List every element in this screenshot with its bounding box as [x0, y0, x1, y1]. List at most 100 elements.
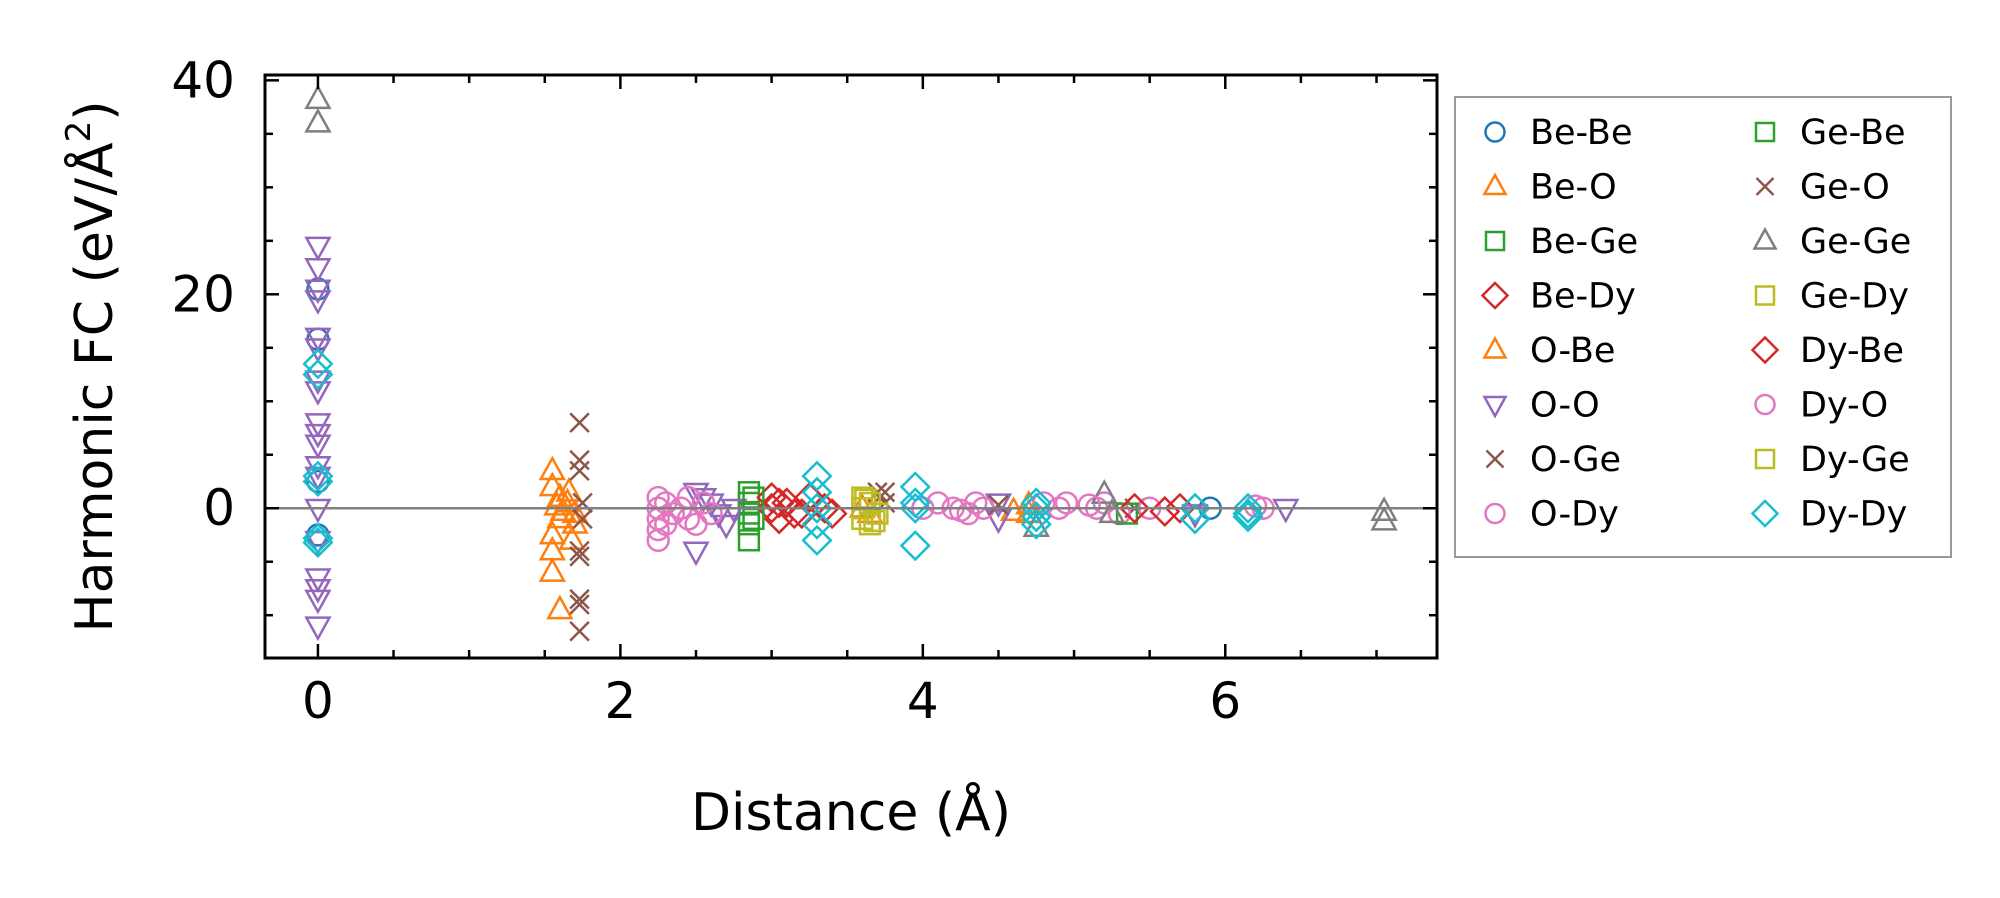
- data-point: [1054, 491, 1079, 515]
- data-point: [801, 508, 833, 540]
- data-point: [302, 465, 334, 498]
- legend-marker: [1484, 121, 1506, 143]
- legend-label: O-Be: [1530, 331, 1615, 371]
- data-point: [569, 594, 590, 615]
- legend-marker: [1754, 393, 1776, 416]
- data-point: [699, 501, 723, 526]
- data-point: [646, 517, 670, 542]
- data-point: [302, 348, 334, 380]
- data-point: [304, 434, 332, 460]
- legend-label: Ge-Ge: [1800, 222, 1911, 262]
- legend-label: Dy-O: [1800, 386, 1888, 426]
- data-point: [538, 519, 566, 545]
- data-point: [984, 509, 1013, 535]
- y-axis-label-sup: 2: [59, 121, 99, 143]
- data-point: [763, 487, 795, 519]
- data-point: [899, 487, 931, 519]
- data-point: [569, 546, 590, 567]
- plot-frame: [263, 73, 1439, 660]
- data-point: [304, 589, 332, 615]
- data-point: [899, 492, 931, 524]
- series-dy-dy: [302, 348, 1264, 562]
- legend-label: Dy-Be: [1800, 331, 1904, 371]
- legend-marker: [1484, 502, 1506, 525]
- legend-marker: [1482, 395, 1508, 419]
- data-point: [801, 460, 833, 492]
- data-point: [1149, 495, 1181, 527]
- legend-marker: [1482, 172, 1508, 196]
- y-axis-label: Harmonic FC (eV/Å2): [59, 100, 125, 632]
- data-point: [572, 508, 593, 530]
- series-dy-ge: [854, 488, 886, 533]
- data-point: [1232, 492, 1264, 524]
- data-point: [569, 460, 590, 482]
- x-axis-label: Distance (Å): [691, 781, 1011, 843]
- data-point: [654, 512, 678, 536]
- legend-marker: [1754, 121, 1776, 143]
- data-point: [304, 530, 332, 556]
- data-point: [569, 449, 590, 471]
- data-point: [1119, 492, 1151, 524]
- legend-label: Be-Dy: [1530, 277, 1636, 317]
- legend-marker: [1754, 448, 1776, 470]
- legend-marker: [1484, 230, 1506, 252]
- data-point: [304, 290, 332, 315]
- data-point: [682, 541, 710, 567]
- legend-marker: [1752, 226, 1778, 250]
- data-point: [1090, 479, 1118, 504]
- axis-ticks: [265, 75, 1437, 658]
- series-be-ge: [737, 481, 761, 552]
- data-point: [546, 594, 574, 620]
- data-point: [304, 258, 332, 283]
- legend-box: [1454, 96, 1952, 558]
- legend-label: O-Dy: [1530, 495, 1619, 535]
- data-point: [538, 557, 566, 582]
- data-point: [304, 84, 332, 110]
- data-point: [1020, 508, 1052, 540]
- data-point: [863, 509, 886, 533]
- data-point: [304, 381, 332, 406]
- x-tick-label: 6: [1209, 672, 1241, 730]
- data-point: [1020, 492, 1052, 524]
- legend-marker: [1754, 285, 1776, 306]
- y-tick-labels: 0 20 40: [171, 51, 235, 537]
- data-point: [1020, 501, 1052, 533]
- data-point: [854, 488, 877, 511]
- legend-label: O-O: [1530, 386, 1600, 426]
- legend-label: Ge-Dy: [1800, 277, 1909, 317]
- data-point: [304, 236, 332, 262]
- y-tick-label: 0: [203, 479, 235, 537]
- data-point: [988, 494, 1009, 516]
- data-point: [1370, 505, 1398, 531]
- data-point: [801, 492, 833, 524]
- y-axis-label-end: ): [65, 100, 125, 120]
- y-axis-label-main: Harmonic FC (eV/Å: [63, 142, 125, 633]
- data-point: [569, 588, 590, 610]
- data-point: [712, 514, 740, 540]
- data-point: [555, 476, 583, 502]
- legend-label: O-Ge: [1530, 440, 1621, 480]
- data-point: [1077, 493, 1101, 517]
- legend-label: Dy-Dy: [1800, 495, 1907, 535]
- legend-marker: [1482, 335, 1508, 359]
- data-point: [304, 338, 332, 364]
- x-tick-label: 4: [907, 672, 939, 730]
- data-point: [964, 491, 988, 515]
- data-point: [737, 529, 761, 552]
- x-tick-label: 2: [604, 672, 636, 730]
- legend-marker: [1480, 281, 1510, 310]
- data-point: [1098, 498, 1126, 524]
- data-point: [1020, 487, 1052, 519]
- x-tick-label: 0: [302, 672, 334, 730]
- legend-label: Dy-Ge: [1800, 440, 1910, 480]
- x-tick-labels: 0 2 4 6: [302, 672, 1241, 730]
- data-point: [304, 107, 332, 133]
- data-point: [1179, 492, 1211, 524]
- data-point: [793, 482, 825, 514]
- data-point: [1232, 501, 1264, 533]
- legend-label: Ge-Be: [1800, 113, 1906, 153]
- data-point: [569, 621, 590, 642]
- data-point: [569, 412, 590, 433]
- legend-label: Be-Be: [1530, 113, 1632, 153]
